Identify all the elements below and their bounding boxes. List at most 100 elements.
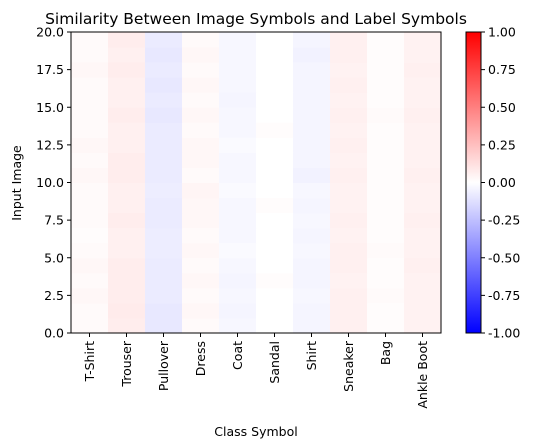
heatmap-cell: [145, 182, 183, 199]
heatmap-cell: [108, 92, 146, 108]
heatmap-cell: [108, 287, 146, 304]
heatmap-cell: [108, 302, 146, 319]
heatmap-cell: [145, 242, 183, 259]
heatmap-cell: [330, 317, 368, 334]
heatmap-cell: [71, 122, 109, 138]
colorbar-tick-label: 0.00: [488, 175, 516, 190]
heatmap-cell: [404, 287, 442, 304]
heatmap-cell: [293, 197, 331, 214]
colorbar-tick-label: -1.00: [488, 326, 520, 341]
heatmap-cell: [367, 122, 405, 138]
x-axis-label: Class Symbol: [214, 424, 297, 439]
heatmap-cell: [219, 107, 257, 123]
y-axis-label: Input Image: [9, 145, 24, 221]
heatmap-cell: [256, 152, 294, 168]
heatmap-cell: [219, 152, 257, 168]
heatmap-cell: [145, 317, 183, 334]
heatmap-cell: [330, 302, 368, 319]
heatmap-cell: [367, 137, 405, 153]
heatmap-cell: [256, 107, 294, 123]
heatmap-cell: [71, 92, 109, 108]
heatmap-cell: [108, 212, 146, 229]
heatmap-cell: [330, 227, 368, 244]
heatmap-cell: [71, 287, 109, 304]
heatmap-cell: [404, 137, 442, 153]
colorbar-tick-label: 1.00: [488, 25, 516, 40]
heatmap-cell: [404, 197, 442, 214]
heatmap-cell: [182, 242, 220, 259]
heatmap-cell: [404, 212, 442, 229]
heatmap-cell: [293, 287, 331, 304]
heatmap-cell: [182, 122, 220, 138]
heatmap-cell: [367, 62, 405, 78]
heatmap-cell: [108, 122, 146, 138]
heatmap-cell: [330, 122, 368, 138]
heatmap-cell: [145, 62, 183, 78]
y-tick-label: 17.5: [36, 62, 64, 77]
heatmap-cell: [367, 287, 405, 304]
y-tick-label: 5.0: [44, 250, 64, 265]
heatmap-cell: [108, 77, 146, 93]
heatmap-cell: [71, 257, 109, 274]
heatmap-cell: [108, 137, 146, 153]
colorbar-tick-label: 0.25: [488, 137, 516, 152]
heatmap-cell: [367, 92, 405, 108]
heatmap-cell: [219, 167, 257, 183]
heatmap-cell: [330, 62, 368, 78]
heatmap-cell: [404, 107, 442, 123]
heatmap-cell: [145, 302, 183, 319]
heatmap-cell: [219, 47, 257, 63]
heatmap-cell: [182, 227, 220, 244]
heatmap-cell: [219, 227, 257, 244]
heatmap-cell: [182, 182, 220, 199]
heatmap-cell: [330, 212, 368, 229]
heatmap-cell: [145, 212, 183, 229]
heatmap-cell: [256, 77, 294, 93]
colorbar-tick-label: 0.75: [488, 62, 516, 77]
heatmap-cell: [330, 137, 368, 153]
colorbar-tick-label: 0.50: [488, 100, 516, 115]
heatmap-cell: [256, 272, 294, 289]
heatmap-cell: [293, 77, 331, 93]
heatmap-cell: [71, 152, 109, 168]
heatmap-cell: [256, 242, 294, 259]
x-tick-label: Pullover: [156, 340, 171, 391]
heatmap-cell: [182, 77, 220, 93]
heatmap-cell: [108, 47, 146, 63]
heatmap-cell: [108, 152, 146, 168]
heatmap-cell: [71, 137, 109, 153]
heatmap-cell: [182, 317, 220, 334]
heatmap-cell: [404, 302, 442, 319]
heatmap-cell: [219, 77, 257, 93]
heatmap-cell: [256, 182, 294, 199]
heatmap-cell: [367, 47, 405, 63]
heatmap-cell: [219, 182, 257, 199]
y-tick-label: 0.0: [44, 326, 64, 341]
heatmap-cell: [330, 182, 368, 199]
heatmap-cell: [145, 47, 183, 63]
heatmap-cell: [330, 92, 368, 108]
x-tick-label: Dress: [193, 341, 208, 376]
heatmap-cell: [367, 107, 405, 123]
heatmap-cell: [367, 167, 405, 183]
colorbar-tick-label: -0.50: [488, 250, 520, 265]
heatmap-cell: [293, 122, 331, 138]
heatmap-cell: [404, 152, 442, 168]
colorbar-ticks: -1.00 -0.75 -0.50 -0.25 0.00 0.25 0.50 0.75 1.00: [481, 25, 520, 341]
heatmap-cell: [71, 167, 109, 183]
heatmap-cell: [330, 152, 368, 168]
heatmap-cell: [293, 182, 331, 199]
heatmap-cell: [145, 272, 183, 289]
heatmap-cell: [182, 197, 220, 214]
colorbar-tick-label: -0.25: [488, 213, 520, 228]
heatmap-cell: [71, 242, 109, 259]
heatmap-cell: [293, 152, 331, 168]
heatmap-cell: [71, 197, 109, 214]
y-tick-label: 20.0: [36, 25, 64, 40]
heatmap-cell: [71, 32, 109, 48]
heatmap-cell: [293, 272, 331, 289]
heatmap-cell: [71, 77, 109, 93]
heatmap-cell: [367, 212, 405, 229]
heatmap-cell: [182, 92, 220, 108]
heatmap-cell: [367, 182, 405, 199]
